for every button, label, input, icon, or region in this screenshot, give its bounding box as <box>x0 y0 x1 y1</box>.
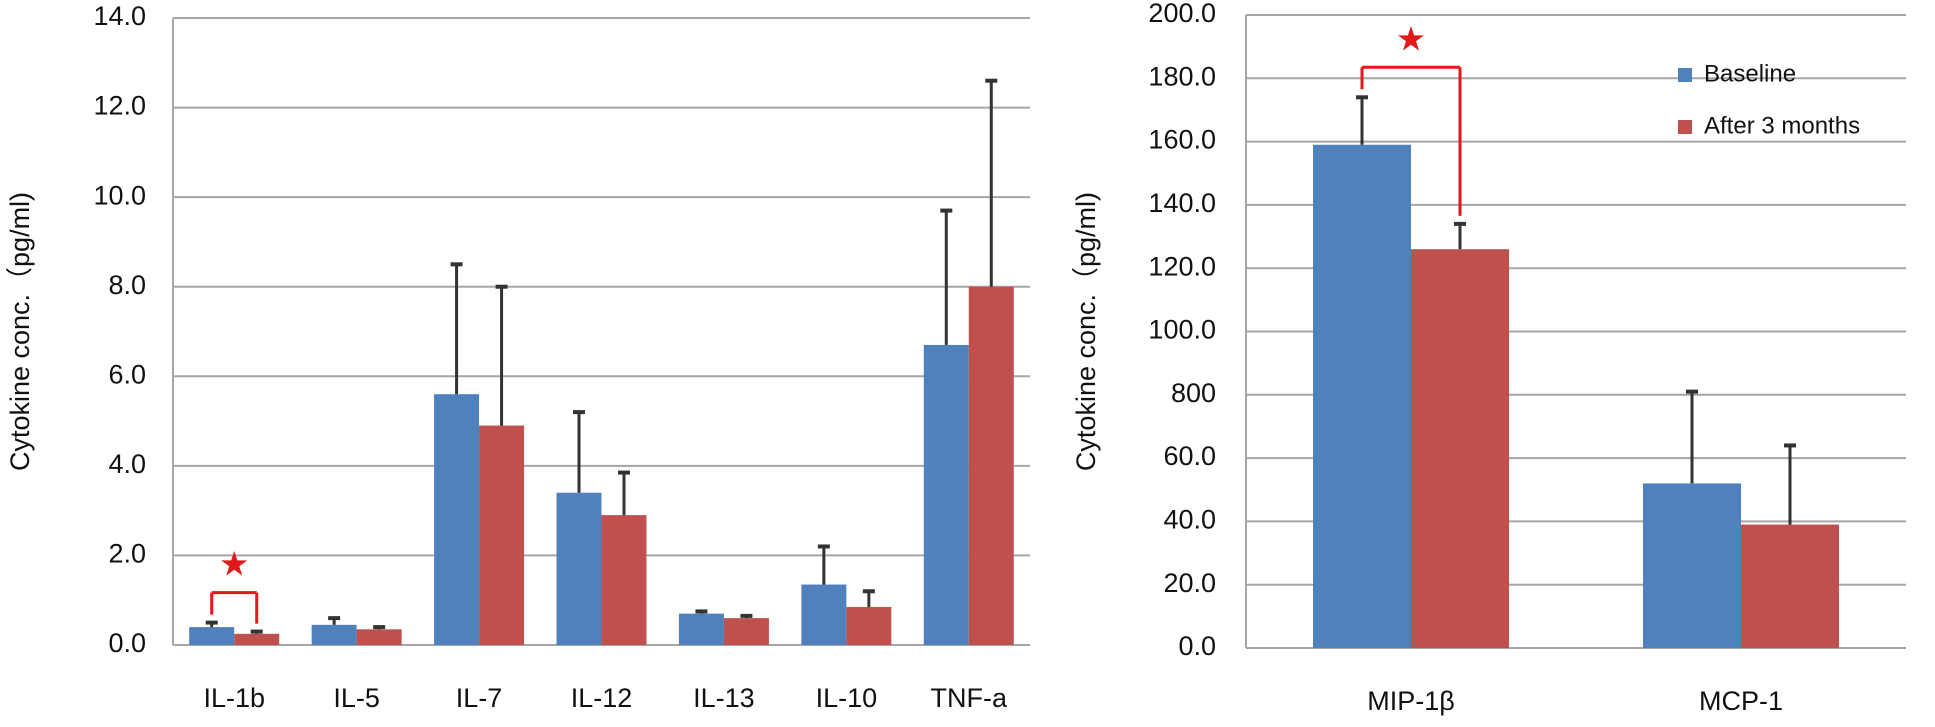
bar <box>356 629 402 645</box>
bar <box>678 613 724 645</box>
bar <box>968 286 1014 645</box>
bar <box>434 394 480 645</box>
bar <box>1741 524 1839 648</box>
y-axis-label: Cytokine conc.（pg/ml) <box>5 192 35 471</box>
bar <box>1411 249 1509 648</box>
x-tick-label: TNF-a <box>931 683 1008 713</box>
y-tick-label: 0.0 <box>1178 631 1216 661</box>
y-tick-label: 0.0 <box>108 628 146 658</box>
bar <box>311 624 357 645</box>
y-tick-label: 40.0 <box>1163 505 1216 535</box>
bar <box>801 584 847 645</box>
legend-swatch <box>1678 120 1692 134</box>
significance-bracket <box>210 591 259 624</box>
y-tick-label: 180.0 <box>1148 61 1216 91</box>
bar <box>923 344 969 645</box>
x-tick-label: IL-7 <box>456 683 503 713</box>
y-tick-label: 2.0 <box>108 539 146 569</box>
bar <box>234 633 280 645</box>
legend-swatch <box>1678 68 1692 82</box>
x-tick-label: MCP-1 <box>1699 686 1783 716</box>
y-tick-label: 12.0 <box>93 91 146 121</box>
bar <box>846 606 892 645</box>
significance-bracket <box>1360 65 1462 216</box>
chart: 0.0 2.0 4.0 6.0 8.0 10.0 12.0 14.0 Cytokine conc… <box>5 1 1030 713</box>
y-axis-label: Cytokine conc.（pg/ml) <box>1071 192 1101 471</box>
y-tick-label: 140.0 <box>1148 188 1216 218</box>
y-tick-label: 60.0 <box>1163 441 1216 471</box>
x-tick-label: MIP-1β <box>1367 686 1455 716</box>
x-tick-label: IL-1b <box>203 683 265 713</box>
bar <box>601 515 647 645</box>
x-tick-label: IL-12 <box>571 683 633 713</box>
significance-mark: ★ <box>219 546 249 584</box>
y-tick-label: 8.0 <box>108 270 146 300</box>
y-tick-label: 14.0 <box>93 1 146 31</box>
legend-label: After 3 months <box>1704 112 1860 139</box>
y-tick-label: 160.0 <box>1148 125 1216 155</box>
legend-label: Baseline <box>1704 60 1796 87</box>
bar <box>479 425 525 645</box>
bar <box>723 618 769 645</box>
bar <box>1313 144 1411 648</box>
y-tick-label: 4.0 <box>108 449 146 479</box>
x-tick-label: IL-13 <box>693 683 755 713</box>
bar <box>556 492 602 645</box>
bar <box>1643 483 1741 648</box>
y-tick-label: 20.0 <box>1163 568 1216 598</box>
y-tick-label: 6.0 <box>108 359 146 389</box>
y-tick-label: 200.0 <box>1148 0 1216 28</box>
y-tick-label: 100.0 <box>1148 315 1216 345</box>
significance-mark: ★ <box>1396 20 1426 58</box>
y-tick-label: 120.0 <box>1148 251 1216 281</box>
chart: 0.0 20.0 40.0 60.0 800 100.0 120.0 140.0 160.0 18… <box>1071 0 1906 716</box>
y-tick-label: 800 <box>1171 378 1216 408</box>
x-tick-label: IL-10 <box>816 683 878 713</box>
bar <box>189 627 235 645</box>
y-tick-label: 10.0 <box>93 180 146 210</box>
x-tick-label: IL-5 <box>333 683 380 713</box>
